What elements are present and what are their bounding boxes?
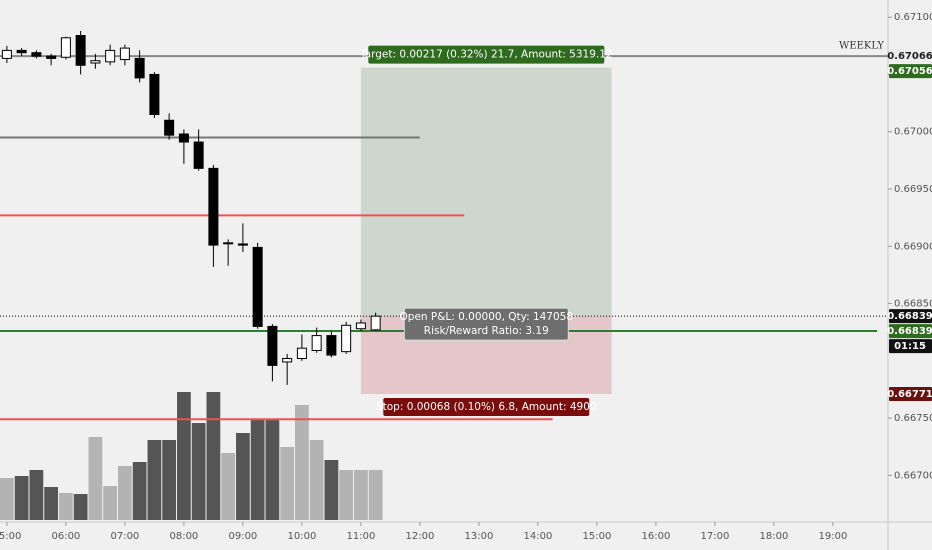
volume-bar [103, 486, 118, 520]
y-tick-label: 0.66850 [894, 299, 932, 310]
pnl-label: Open P&L: 0.00000, Qty: 147058 [400, 311, 574, 323]
candle-body [75, 35, 86, 66]
volume-bar [177, 392, 191, 520]
volume-bar [44, 487, 59, 520]
volume-bar [147, 440, 162, 520]
candle-body [311, 335, 322, 351]
candle-body [134, 57, 145, 79]
volume-bar [339, 470, 354, 520]
price-tag [889, 387, 932, 402]
x-tick-label: 05:00 [0, 531, 21, 542]
candle-body [370, 315, 381, 331]
x-tick-label: 12:00 [405, 531, 434, 542]
volume-bar [191, 423, 206, 520]
volume-bar [236, 433, 250, 520]
x-tick-label: 11:00 [346, 531, 375, 542]
y-tick-label: 0.66700 [894, 470, 932, 481]
x-tick-label: 13:00 [464, 531, 493, 542]
volume-bar [368, 470, 383, 520]
volume-bar [73, 494, 88, 520]
volume-bar [59, 493, 73, 520]
candle-body [355, 322, 366, 330]
volume-bar [29, 470, 44, 520]
stop-label-box [383, 398, 590, 417]
x-tick-label: 14:00 [523, 531, 552, 542]
price-tag-label: 0.66839 [887, 326, 932, 337]
volume-bar [324, 460, 339, 520]
candle-body [326, 335, 337, 356]
price-tag [889, 49, 932, 64]
target-label: Target: 0.00217 (0.32%) 21.7, Amount: 53… [359, 49, 613, 61]
line-label: WEEKLY [839, 41, 884, 52]
x-tick-label: 10:00 [287, 531, 316, 542]
volume-bar [206, 392, 221, 520]
y-tick-label: 0.66750 [894, 413, 932, 424]
volume-bar [162, 440, 177, 520]
x-tick-label: 08:00 [169, 531, 198, 542]
target-label-box [368, 45, 605, 64]
candle-body [1, 49, 12, 59]
y-tick-label: 0.66950 [894, 184, 932, 195]
stop-label: Stop: 0.00068 (0.10%) 6.8, Amount: 4900 [376, 401, 597, 413]
price-tag-label: 0.66839 [887, 311, 932, 322]
candle-body [252, 246, 263, 327]
price-tag [889, 339, 932, 354]
candle-body [16, 49, 27, 54]
y-tick-label: 0.66900 [894, 241, 932, 252]
x-tick-label: 17:00 [701, 531, 730, 542]
x-tick-label: 09:00 [228, 531, 257, 542]
candle-body [164, 119, 175, 136]
candle-body [296, 347, 307, 360]
x-tick-label: 15:00 [583, 531, 612, 542]
volume-bar [14, 476, 29, 520]
volume-bar [0, 478, 14, 520]
candle-body [341, 324, 352, 353]
price-tag-label: 0.66771 [887, 389, 932, 400]
volume-bar [309, 440, 324, 520]
candle-body [31, 52, 42, 57]
volume-bar [354, 470, 368, 520]
volume-bar [280, 447, 295, 520]
volume-bar [132, 462, 147, 520]
price-tag-label: 0.67066 [887, 51, 932, 62]
pnl-label-box [403, 307, 569, 341]
volume-bar [88, 437, 103, 520]
price-tag [889, 309, 932, 324]
target-zone [360, 67, 612, 317]
candle-body [90, 60, 101, 64]
candle-body [223, 242, 234, 245]
price-tag-label: 0.67056 [887, 66, 932, 77]
candle-body [282, 358, 293, 363]
candle-body [149, 73, 160, 116]
volume-bar [250, 420, 265, 520]
y-tick-label: 0.67100 [894, 12, 932, 23]
candle-body [105, 49, 116, 63]
candle-body [178, 133, 189, 143]
volume-bar [295, 405, 309, 520]
candle-body [119, 47, 130, 61]
x-tick-label: 07:00 [110, 531, 139, 542]
candle-body [193, 141, 204, 169]
x-tick-label: 18:00 [760, 531, 789, 542]
rr-label: Risk/Reward Ratio: 3.19 [424, 325, 549, 337]
price-tag [889, 324, 932, 339]
volume-bar [221, 453, 236, 520]
candle-body [60, 37, 71, 58]
x-tick-label: 19:00 [819, 531, 848, 542]
y-tick-label: 0.67000 [894, 127, 932, 138]
candle-body [267, 325, 278, 366]
candle-body [46, 55, 57, 59]
candle-body [208, 167, 219, 246]
price-tag-label: 01:15 [894, 341, 926, 352]
x-tick-label: 16:00 [642, 531, 671, 542]
candle-body [237, 243, 248, 246]
price-tag [889, 64, 932, 79]
volume-bar [265, 420, 280, 520]
volume-bar [118, 466, 132, 520]
x-tick-label: 06:00 [51, 531, 80, 542]
